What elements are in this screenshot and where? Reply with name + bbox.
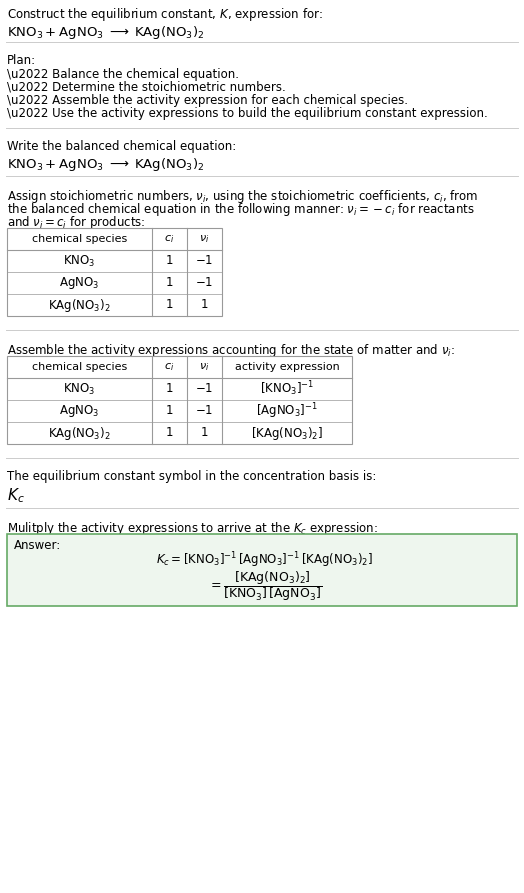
Text: $\mathrm{KAg(NO_3)_2}$: $\mathrm{KAg(NO_3)_2}$: [48, 296, 111, 313]
Text: $\nu_i$: $\nu_i$: [199, 361, 210, 373]
Text: Mulitply the activity expressions to arrive at the $K_c$ expression:: Mulitply the activity expressions to arr…: [7, 520, 378, 537]
Text: $[\mathrm{KNO_3}]^{-1}$: $[\mathrm{KNO_3}]^{-1}$: [260, 380, 314, 398]
Text: 1: 1: [166, 255, 173, 268]
Text: Answer:: Answer:: [14, 539, 61, 552]
Text: \u2022 Determine the stoichiometric numbers.: \u2022 Determine the stoichiometric numb…: [7, 81, 286, 94]
Text: Plan:: Plan:: [7, 54, 36, 67]
Text: Assign stoichiometric numbers, $\nu_i$, using the stoichiometric coefficients, $: Assign stoichiometric numbers, $\nu_i$, …: [7, 188, 478, 205]
Text: \u2022 Use the activity expressions to build the equilibrium constant expression: \u2022 Use the activity expressions to b…: [7, 107, 488, 120]
Text: $\nu_i$: $\nu_i$: [199, 233, 210, 245]
Text: 1: 1: [201, 298, 208, 312]
Text: $c_i$: $c_i$: [165, 361, 174, 373]
Text: chemical species: chemical species: [32, 362, 127, 372]
Text: $c_i$: $c_i$: [165, 233, 174, 245]
Text: $-1$: $-1$: [195, 255, 214, 268]
Text: Write the balanced chemical equation:: Write the balanced chemical equation:: [7, 140, 236, 153]
Text: $\mathrm{KNO_3 + AgNO_3 \;\longrightarrow\; KAg(NO_3)_2}$: $\mathrm{KNO_3 + AgNO_3 \;\longrightarro…: [7, 156, 204, 173]
Bar: [7, 534, 517, 606]
Text: and $\nu_i = c_i$ for products:: and $\nu_i = c_i$ for products:: [7, 214, 145, 231]
Text: $-1$: $-1$: [195, 277, 214, 289]
Text: $\mathrm{KAg(NO_3)_2}$: $\mathrm{KAg(NO_3)_2}$: [48, 424, 111, 441]
Text: $\mathrm{KNO_3}$: $\mathrm{KNO_3}$: [63, 381, 96, 396]
Text: $\mathrm{KNO_3 + AgNO_3 \;\longrightarrow\; KAg(NO_3)_2}$: $\mathrm{KNO_3 + AgNO_3 \;\longrightarro…: [7, 24, 204, 41]
Text: $[\mathrm{KAg(NO_3)_2}]$: $[\mathrm{KAg(NO_3)_2}]$: [251, 424, 323, 441]
Text: 1: 1: [166, 405, 173, 418]
Text: 1: 1: [166, 277, 173, 289]
Bar: [7, 228, 222, 316]
Bar: [7, 356, 352, 444]
Text: The equilibrium constant symbol in the concentration basis is:: The equilibrium constant symbol in the c…: [7, 470, 376, 483]
Text: $K_c = [\mathrm{KNO_3}]^{-1}\,[\mathrm{AgNO_3}]^{-1}\,[\mathrm{KAg(NO_3)_2}]$: $K_c = [\mathrm{KNO_3}]^{-1}\,[\mathrm{A…: [157, 550, 374, 570]
Text: $= \dfrac{[\mathrm{KAg(NO_3)_2}]}{[\mathrm{KNO_3}]\,[\mathrm{AgNO_3}]}$: $= \dfrac{[\mathrm{KAg(NO_3)_2}]}{[\math…: [208, 569, 322, 603]
Text: \u2022 Assemble the activity expression for each chemical species.: \u2022 Assemble the activity expression …: [7, 94, 408, 107]
Text: 1: 1: [166, 382, 173, 396]
Text: Construct the equilibrium constant, $K$, expression for:: Construct the equilibrium constant, $K$,…: [7, 6, 323, 23]
Text: $\mathrm{KNO_3}$: $\mathrm{KNO_3}$: [63, 254, 96, 269]
Text: chemical species: chemical species: [32, 234, 127, 244]
Text: $\mathrm{AgNO_3}$: $\mathrm{AgNO_3}$: [59, 403, 100, 419]
Text: $\mathrm{AgNO_3}$: $\mathrm{AgNO_3}$: [59, 275, 100, 291]
Text: $-1$: $-1$: [195, 382, 214, 396]
Text: 1: 1: [201, 427, 208, 439]
Text: \u2022 Balance the chemical equation.: \u2022 Balance the chemical equation.: [7, 68, 239, 81]
Text: $[\mathrm{AgNO_3}]^{-1}$: $[\mathrm{AgNO_3}]^{-1}$: [256, 401, 318, 421]
Text: $-1$: $-1$: [195, 405, 214, 418]
Text: activity expression: activity expression: [235, 362, 340, 372]
Text: Assemble the activity expressions accounting for the state of matter and $\nu_i$: Assemble the activity expressions accoun…: [7, 342, 455, 359]
Text: the balanced chemical equation in the following manner: $\nu_i = -c_i$ for react: the balanced chemical equation in the fo…: [7, 201, 475, 218]
Text: 1: 1: [166, 298, 173, 312]
Text: 1: 1: [166, 427, 173, 439]
Text: $K_c$: $K_c$: [7, 486, 25, 505]
